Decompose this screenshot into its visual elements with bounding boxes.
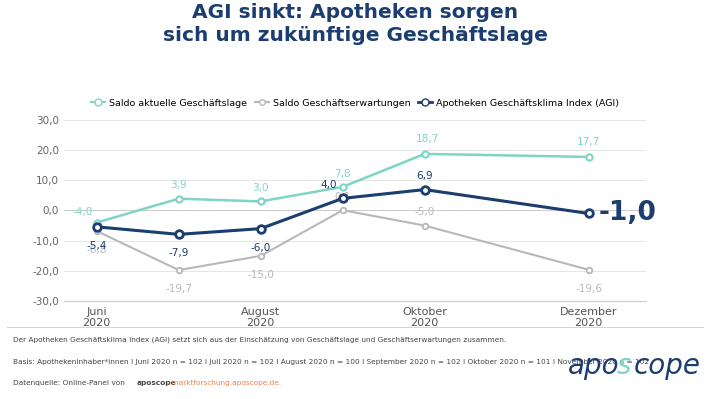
Text: 4,0: 4,0 [320,180,337,190]
Text: apo: apo [568,352,620,380]
Text: -1,0: -1,0 [599,201,657,227]
Text: -5,4: -5,4 [87,241,107,251]
Text: -19,6: -19,6 [575,284,602,294]
Text: s: s [617,352,631,380]
Legend: Saldo aktuelle Geschäftslage, Saldo Geschäftserwartungen, Apotheken Geschäftskli: Saldo aktuelle Geschäftslage, Saldo Gesc… [87,95,623,111]
Text: -6,0: -6,0 [251,243,271,253]
Text: Datenquelle: Online-Panel von: Datenquelle: Online-Panel von [13,380,127,386]
Text: 17,7: 17,7 [577,137,601,147]
Text: cope: cope [633,352,700,380]
Text: 18,7: 18,7 [416,134,439,144]
Text: 7,8: 7,8 [334,168,351,178]
Text: Der Apotheken Geschäftsklima Index (AGI) setzt sich aus der Einschätzung von Ges: Der Apotheken Geschäftsklima Index (AGI)… [13,337,506,343]
Text: 0,1: 0,1 [334,192,351,202]
Text: aposcope: aposcope [136,380,176,386]
Text: -7,9: -7,9 [168,248,189,258]
Text: marktforschung.aposcope.de.: marktforschung.aposcope.de. [169,380,281,386]
Text: 3,9: 3,9 [170,180,187,190]
Text: 6,9: 6,9 [416,171,433,181]
Text: Basis: Apothekeninhaber*innen I Juni 2020 n = 102 I Juli 2020 n = 102 I August 2: Basis: Apothekeninhaber*innen I Juni 202… [13,359,649,365]
Text: -19,7: -19,7 [165,284,192,294]
Text: -5,0: -5,0 [415,207,435,217]
Text: AGI sinkt: Apotheken sorgen
sich um zukünftige Geschäftslage: AGI sinkt: Apotheken sorgen sich um zukü… [163,3,547,45]
Text: 3,0: 3,0 [253,183,269,193]
Text: -15,0: -15,0 [247,270,274,280]
Text: -4,0: -4,0 [72,207,92,217]
Text: -6,8: -6,8 [87,245,107,255]
